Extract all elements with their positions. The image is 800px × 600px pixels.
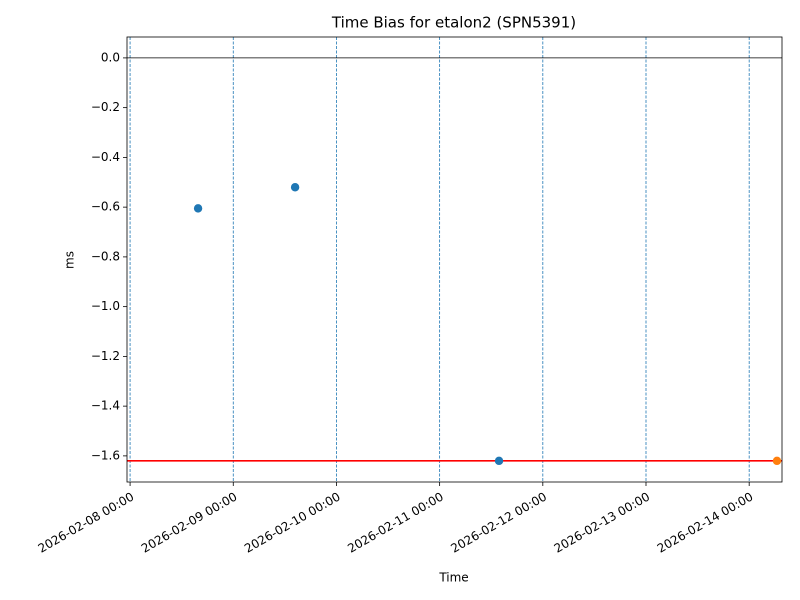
chart-title: Time Bias for etalon2 (SPN5391) xyxy=(331,14,576,32)
x-tick-label: 2026-02-14 00:00 xyxy=(655,490,756,556)
data-point xyxy=(290,183,300,192)
x-tick-label: 2026-02-13 00:00 xyxy=(552,490,653,556)
y-tick-label: −1.2 xyxy=(91,349,120,363)
x-tick-label: 2026-02-10 00:00 xyxy=(242,490,343,556)
x-tick-label: 2026-02-11 00:00 xyxy=(345,490,446,556)
data-point xyxy=(772,456,782,466)
y-tick-label: −1.4 xyxy=(91,399,120,413)
x-tick-label: 2026-02-12 00:00 xyxy=(448,490,549,556)
y-tick-label: −0.8 xyxy=(91,249,120,263)
plot-frame xyxy=(126,36,783,483)
data-point xyxy=(494,456,504,466)
y-tick-label: −1.0 xyxy=(91,299,120,313)
x-tick-label: 2026-02-08 00:00 xyxy=(36,490,137,556)
y-tick-label: −0.4 xyxy=(91,150,120,164)
y-tick-label: −0.6 xyxy=(91,200,120,214)
data-point xyxy=(193,204,203,213)
y-tick-label: −1.6 xyxy=(91,448,120,462)
y-tick-label: −0.2 xyxy=(91,100,120,114)
x-tick-label: 2026-02-09 00:00 xyxy=(139,490,240,556)
x-axis-label: Time xyxy=(438,571,468,585)
y-axis-label: ms xyxy=(63,251,77,269)
y-tick-label: 0.0 xyxy=(101,50,120,64)
